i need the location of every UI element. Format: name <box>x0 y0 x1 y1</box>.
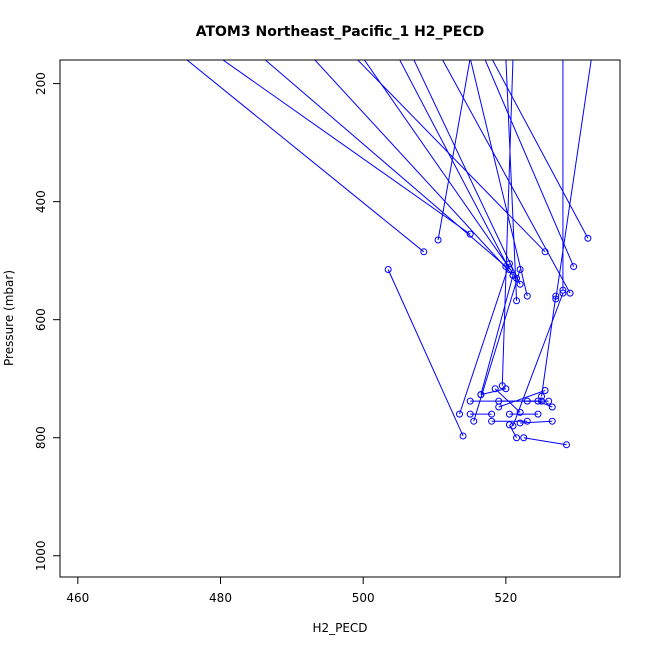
data-point-36-2 <box>488 410 496 418</box>
data-point-2-2 <box>466 230 474 238</box>
y-tick-label: 800 <box>34 426 48 449</box>
data-point-12-2 <box>584 234 592 242</box>
data-point-22-1 <box>470 417 478 425</box>
data-point-28-2 <box>534 410 542 418</box>
y-tick-label: 200 <box>34 72 48 95</box>
data-point-33-2 <box>552 292 560 300</box>
data-point-14-2 <box>552 295 560 303</box>
series-line-19 <box>480 275 514 395</box>
data-point-30-2 <box>562 441 570 449</box>
x-axis-label: H2_PECD <box>312 621 367 635</box>
data-point-31-1 <box>523 397 531 405</box>
x-axis: 460 480 500 520 <box>66 576 517 605</box>
data-point-34-1 <box>516 419 524 427</box>
data-point-29-1 <box>509 422 517 430</box>
series-line-17 <box>470 60 528 297</box>
data-point-20-1 <box>455 410 463 418</box>
series-line-8 <box>363 60 517 279</box>
data-point-10-2 <box>566 289 574 297</box>
data-point-32-1 <box>534 397 542 405</box>
x-tick-label: 520 <box>494 591 517 605</box>
data-point-19-2 <box>509 271 517 279</box>
y-tick-label: 600 <box>34 308 48 331</box>
series-line-9 <box>413 60 521 285</box>
data-point-5-2 <box>541 248 549 256</box>
series-line-20 <box>459 263 510 415</box>
data-point-21-1 <box>466 397 474 405</box>
series-line-1 <box>186 60 425 253</box>
data-point-32-2 <box>548 403 556 411</box>
plot-frame <box>59 59 621 578</box>
series-line-3 <box>264 60 507 267</box>
series-line-29 <box>512 292 564 427</box>
series-line-34 <box>520 420 553 424</box>
series-line-10 <box>442 60 571 294</box>
data-point-27-1 <box>505 421 513 429</box>
data-point-18-1 <box>384 266 392 274</box>
series-line-6 <box>399 60 510 270</box>
data-point-22-2 <box>516 266 524 274</box>
series-line-14 <box>555 60 592 300</box>
data-point-15-2 <box>513 297 521 305</box>
data-point-9-2 <box>516 280 524 288</box>
series-line-30 <box>523 437 567 446</box>
data-point-36-1 <box>466 410 474 418</box>
y-tick-label: 400 <box>34 190 48 213</box>
series-line-18 <box>387 269 464 437</box>
data-point-20-2 <box>505 260 513 268</box>
data-point-24-2 <box>516 408 524 416</box>
y-axis: 200 400 600 800 1000 <box>34 72 61 571</box>
series-line-25 <box>498 390 546 408</box>
series-line-5 <box>357 60 546 253</box>
data-point-33-1 <box>538 392 546 400</box>
data-point-23-2 <box>523 417 531 425</box>
data-point-11-2 <box>570 263 578 271</box>
data-point-26-2 <box>545 397 553 405</box>
data-point-23-1 <box>488 417 496 425</box>
series-line-16 <box>501 60 514 386</box>
data-point-29-2 <box>559 289 567 297</box>
data-point-28-1 <box>505 410 513 418</box>
y-axis-label: Pressure (mbar) <box>2 270 16 366</box>
series-line-33 <box>541 296 557 397</box>
data-point-34-2 <box>548 417 556 425</box>
series-line-11 <box>484 60 575 267</box>
data-point-18-2 <box>459 432 467 440</box>
series-line-22 <box>473 269 521 422</box>
data-point-35-1 <box>477 391 485 399</box>
x-tick-label: 500 <box>352 591 375 605</box>
y-tick-label: 1000 <box>34 540 48 571</box>
x-tick-label: 480 <box>209 591 232 605</box>
series-line-2 <box>222 60 471 235</box>
x-tick-label: 460 <box>66 591 89 605</box>
data-point-1-2 <box>420 248 428 256</box>
data-point-26-1 <box>495 397 503 405</box>
data-point-17-2 <box>523 292 531 300</box>
series-line-35 <box>480 388 506 396</box>
series-line-24 <box>494 388 521 413</box>
series-line-4 <box>314 60 514 276</box>
chart-title: ATOM3 Northeast_Pacific_1 H2_PECD <box>196 24 485 40</box>
data-point-7-2 <box>434 236 442 244</box>
data-point-35-2 <box>502 385 510 393</box>
plot-area <box>186 60 592 449</box>
series-line-15 <box>505 60 518 301</box>
data-point-30-1 <box>520 434 528 442</box>
series-line-7 <box>437 60 471 241</box>
data-point-27-2 <box>513 434 521 442</box>
